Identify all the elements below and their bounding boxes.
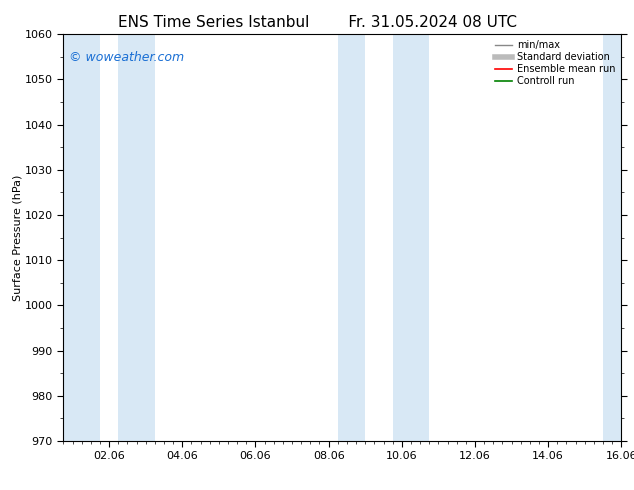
Bar — [338, 34, 365, 441]
Legend: min/max, Standard deviation, Ensemble mean run, Controll run: min/max, Standard deviation, Ensemble me… — [491, 36, 619, 90]
Text: ENS Time Series Istanbul        Fr. 31.05.2024 08 UTC: ENS Time Series Istanbul Fr. 31.05.2024 … — [117, 15, 517, 30]
Bar — [119, 34, 155, 441]
Bar — [603, 34, 621, 441]
Text: © woweather.com: © woweather.com — [69, 50, 184, 64]
Y-axis label: Surface Pressure (hPa): Surface Pressure (hPa) — [12, 174, 22, 301]
Bar — [392, 34, 429, 441]
Bar — [63, 34, 100, 441]
